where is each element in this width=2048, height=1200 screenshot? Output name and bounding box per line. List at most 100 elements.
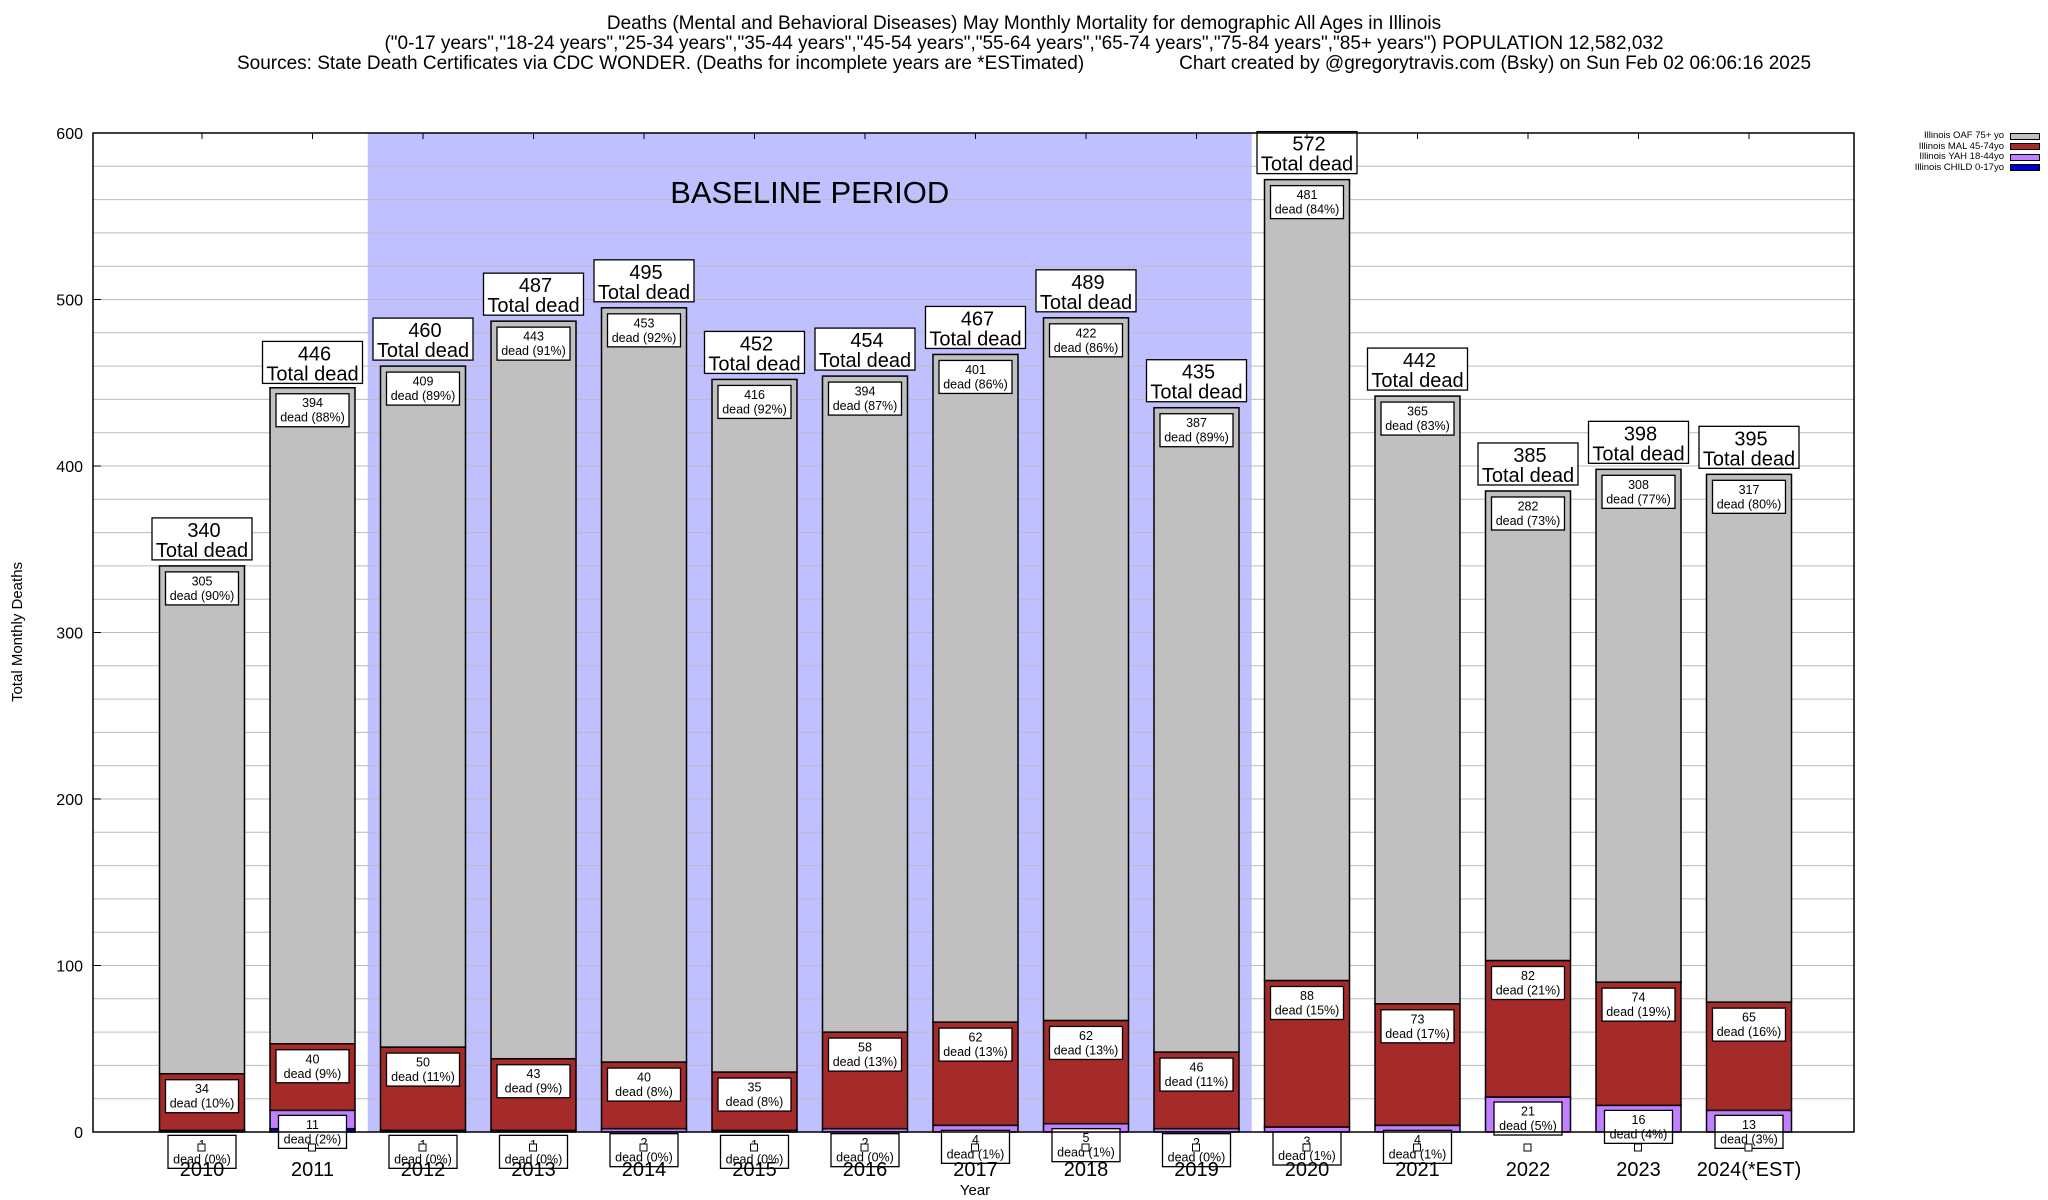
legend-label: Illinois MAL 45-74yo bbox=[1918, 140, 2004, 152]
label-box bbox=[606, 1067, 682, 1102]
label-percent: dead (0%) bbox=[726, 1152, 784, 1166]
label-value: 82 bbox=[1521, 969, 1535, 983]
legend-swatch-yah bbox=[2010, 153, 2040, 161]
child-marker bbox=[860, 1143, 869, 1152]
label-value: 4 bbox=[972, 1133, 979, 1147]
label-value: 58 bbox=[858, 1041, 872, 1055]
label-percent: dead (87%) bbox=[833, 399, 898, 413]
label-percent: dead (86%) bbox=[943, 377, 1008, 391]
total-value: 495 bbox=[629, 262, 662, 284]
label-percent: dead (83%) bbox=[1385, 419, 1450, 433]
bar-segment-oaf bbox=[158, 565, 246, 1075]
label-value: 305 bbox=[192, 574, 213, 588]
total-label-box bbox=[372, 317, 474, 361]
total-caption: Total dead bbox=[929, 328, 1021, 350]
label-value: 409 bbox=[413, 375, 434, 389]
total-value: 572 bbox=[1292, 134, 1325, 156]
label-percent: dead (13%) bbox=[833, 1055, 898, 1069]
label-value: 481 bbox=[1297, 188, 1318, 202]
label-value: 401 bbox=[965, 363, 986, 377]
y-tick-label: 300 bbox=[56, 626, 83, 643]
total-value: 489 bbox=[1071, 272, 1104, 294]
legend-swatch-mal bbox=[2010, 143, 2040, 151]
total-caption: Total dead bbox=[487, 295, 579, 317]
child-marker bbox=[1192, 1143, 1200, 1152]
label-value: 65 bbox=[1742, 1011, 1756, 1025]
x-tick-label: 2018 bbox=[1064, 1159, 1109, 1181]
label-box bbox=[1048, 1025, 1124, 1061]
label-box bbox=[717, 1077, 792, 1112]
total-caption: Total dead bbox=[819, 350, 911, 372]
label-box bbox=[1159, 413, 1234, 448]
label-box bbox=[1490, 965, 1566, 1001]
label-value: 394 bbox=[302, 396, 323, 410]
label-percent: dead (13%) bbox=[943, 1045, 1008, 1059]
bar-segment-oaf bbox=[1153, 406, 1240, 1053]
label-percent: dead (0%) bbox=[505, 1152, 563, 1166]
label-box bbox=[388, 1134, 458, 1169]
label-value: 62 bbox=[1079, 1029, 1093, 1043]
total-label-box bbox=[924, 305, 1027, 350]
total-value: 385 bbox=[1513, 445, 1546, 467]
label-box bbox=[275, 1049, 350, 1084]
bar-segment-oaf bbox=[490, 320, 577, 1060]
bar-segment-oaf bbox=[600, 307, 688, 1063]
total-label-box bbox=[593, 259, 695, 303]
total-label-box bbox=[1698, 425, 1800, 469]
x-tick-label: 2011 bbox=[291, 1159, 334, 1181]
legend-item-mal: Illinois MAL 45-74yo bbox=[1880, 140, 2040, 153]
y-tick-label: 600 bbox=[56, 126, 83, 143]
label-percent: dead (5%) bbox=[1499, 1119, 1557, 1133]
child-marker bbox=[750, 1143, 758, 1152]
label-percent: dead (90%) bbox=[170, 589, 235, 603]
bar-segment-oaf bbox=[821, 375, 909, 1033]
label-percent: dead (88%) bbox=[280, 411, 345, 425]
label-box bbox=[1380, 1009, 1455, 1044]
label-percent: dead (89%) bbox=[391, 389, 456, 403]
legend: Illinois OAF 75+ yo Illinois MAL 45-74yo… bbox=[1880, 130, 2040, 173]
chart-subtitle-age-groups: ("0-17 years","18-24 years","25-34 years… bbox=[384, 33, 1664, 54]
label-box bbox=[498, 1134, 569, 1169]
label-percent: dead (1%) bbox=[1057, 1146, 1115, 1160]
child-marker bbox=[529, 1143, 537, 1152]
label-percent: dead (15%) bbox=[1275, 1003, 1340, 1017]
label-percent: dead (8%) bbox=[615, 1085, 673, 1099]
total-label-box bbox=[1145, 359, 1248, 403]
label-percent: dead (1%) bbox=[947, 1147, 1005, 1161]
label-percent: dead (0%) bbox=[615, 1151, 673, 1165]
label-percent: dead (9%) bbox=[284, 1067, 342, 1081]
bar-segment-oaf bbox=[379, 365, 467, 1048]
x-tick-label: 2021 bbox=[1395, 1159, 1440, 1181]
label-box bbox=[1490, 496, 1566, 531]
label-percent: dead (92%) bbox=[722, 402, 787, 416]
total-caption: Total dead bbox=[598, 282, 690, 304]
label-value: 16 bbox=[1632, 1113, 1646, 1127]
total-label-box bbox=[482, 272, 585, 316]
label-percent: dead (13%) bbox=[1054, 1043, 1119, 1057]
label-box bbox=[496, 1064, 571, 1099]
total-caption: Total dead bbox=[156, 540, 248, 562]
total-label-box bbox=[1035, 269, 1137, 313]
